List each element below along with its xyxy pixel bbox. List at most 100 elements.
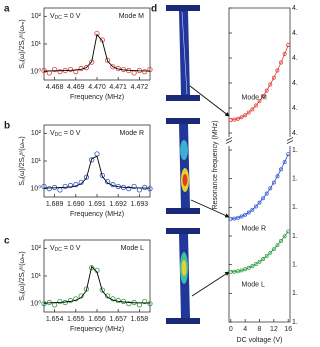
- series-line: [230, 44, 289, 121]
- y-tick-label: 1.68: [292, 233, 298, 240]
- x-tick-label: 12: [270, 326, 278, 333]
- data-point: [264, 254, 269, 259]
- data-point: [147, 186, 153, 192]
- x-tick-label: 1.689: [46, 201, 64, 208]
- data-point: [67, 66, 74, 73]
- data-point: [142, 184, 148, 191]
- data-point: [228, 117, 233, 122]
- x-tick-label: 4.470: [88, 84, 106, 91]
- data-point: [83, 65, 90, 71]
- annotation-part: = 0 V: [62, 130, 81, 137]
- data-point: [253, 262, 258, 267]
- annotation-part: V: [50, 130, 55, 137]
- x-tick-label: 1.692: [109, 201, 127, 208]
- data-point: [275, 243, 280, 248]
- data-point: [142, 69, 148, 75]
- data-point: [246, 210, 251, 215]
- data-point: [147, 301, 153, 307]
- annotation: VDC = 0 V: [50, 245, 81, 253]
- data-point: [228, 269, 233, 274]
- x-tick-label: 1.690: [67, 201, 85, 208]
- data-point: [282, 234, 287, 239]
- y-axis-label: Sᵤ(ω)/2Sᵤᵃʳ(ωₘ): [19, 19, 26, 68]
- y-tick-label: 1.72: [292, 176, 298, 183]
- mode-label: Mode L: [121, 245, 144, 252]
- x-tick-label: 4.468: [46, 84, 64, 91]
- x-tick-label: 1.657: [109, 316, 127, 323]
- data-point: [78, 293, 84, 299]
- annotation: VDC = 0 V: [50, 13, 81, 21]
- series-label: Mode R: [242, 226, 267, 233]
- x-axis-label: Frequency (MHz): [70, 326, 124, 333]
- figure: a4.468 4.469 4.470 4.471 4.47210⁰10¹10²Frequ…: [4, 4, 298, 344]
- x-axis-label: Frequency (MHz): [70, 211, 124, 218]
- data-point: [126, 301, 132, 307]
- data-point: [271, 247, 276, 252]
- axis-break: [225, 137, 233, 141]
- y-axis-label: Sᵤ(ω)/2Sᵤᵃʳ(ωₘ): [19, 251, 26, 300]
- y-tick-label: 1.74: [292, 147, 298, 154]
- y-tick-label: 4.46: [292, 130, 298, 137]
- x-tick-label: 1.656: [88, 316, 106, 323]
- data-point: [264, 88, 269, 93]
- annotation-part: V: [50, 13, 55, 20]
- data-point: [279, 60, 283, 65]
- data-point: [73, 69, 79, 75]
- data-point: [232, 216, 237, 221]
- data-point: [253, 204, 258, 209]
- data-point: [261, 94, 266, 99]
- data-point: [236, 116, 240, 121]
- data-point: [62, 183, 68, 190]
- series-label: Mode M: [242, 95, 267, 102]
- data-point: [279, 167, 283, 172]
- data-point: [268, 250, 273, 255]
- data-point: [271, 75, 276, 80]
- data-point: [99, 287, 105, 293]
- y-tick-label: 4.50: [292, 80, 298, 87]
- data-point: [275, 68, 280, 73]
- y-tick-label: 1.62: [292, 319, 298, 326]
- data-point: [271, 180, 276, 185]
- y-tick-label: 10²: [31, 13, 42, 20]
- data-point: [239, 268, 244, 273]
- y-tick-label: 4.56: [292, 5, 298, 12]
- data-point: [99, 172, 105, 179]
- y-tick-label: 10¹: [31, 158, 42, 165]
- data-point: [105, 57, 111, 63]
- data-point: [89, 265, 95, 271]
- annotation-part: DC: [55, 132, 63, 138]
- y-tick-label: 10²: [31, 130, 42, 137]
- data-point: [282, 52, 287, 56]
- data-point: [136, 302, 142, 308]
- data-point: [268, 82, 273, 87]
- x-tick-label: 4.469: [67, 84, 85, 91]
- panel-label: b: [4, 121, 10, 132]
- data-point: [51, 66, 58, 73]
- data-point: [57, 187, 63, 193]
- axis-break: [225, 140, 233, 144]
- x-tick-label: 16: [284, 326, 292, 333]
- data-point: [131, 183, 137, 190]
- data-point: [246, 265, 251, 270]
- data-point: [243, 212, 248, 217]
- data-point: [250, 207, 255, 212]
- data-point: [250, 264, 255, 269]
- y-tick-label: 10⁰: [30, 300, 41, 308]
- data-point: [105, 293, 111, 299]
- y-tick-label: 4.52: [292, 55, 298, 62]
- fit-line: [43, 155, 151, 189]
- x-axis-label: DC voltage (V): [237, 337, 283, 344]
- data-point: [126, 186, 132, 192]
- x-tick-label: 1.691: [88, 201, 106, 208]
- x-tick-label: 1.655: [67, 316, 85, 323]
- mode-label: Mode M: [119, 13, 144, 20]
- axis-frame-upper: [228, 7, 291, 137]
- data-point: [264, 191, 269, 196]
- data-point: [83, 174, 90, 180]
- data-point: [94, 151, 100, 157]
- data-point: [41, 183, 47, 190]
- y-axis-label: Sᵤ(ω)/2Sᵤᵃʳ(ωₘ): [19, 136, 26, 185]
- series-label: Mode L: [242, 282, 265, 289]
- data-point: [253, 103, 258, 108]
- data-point: [142, 298, 148, 305]
